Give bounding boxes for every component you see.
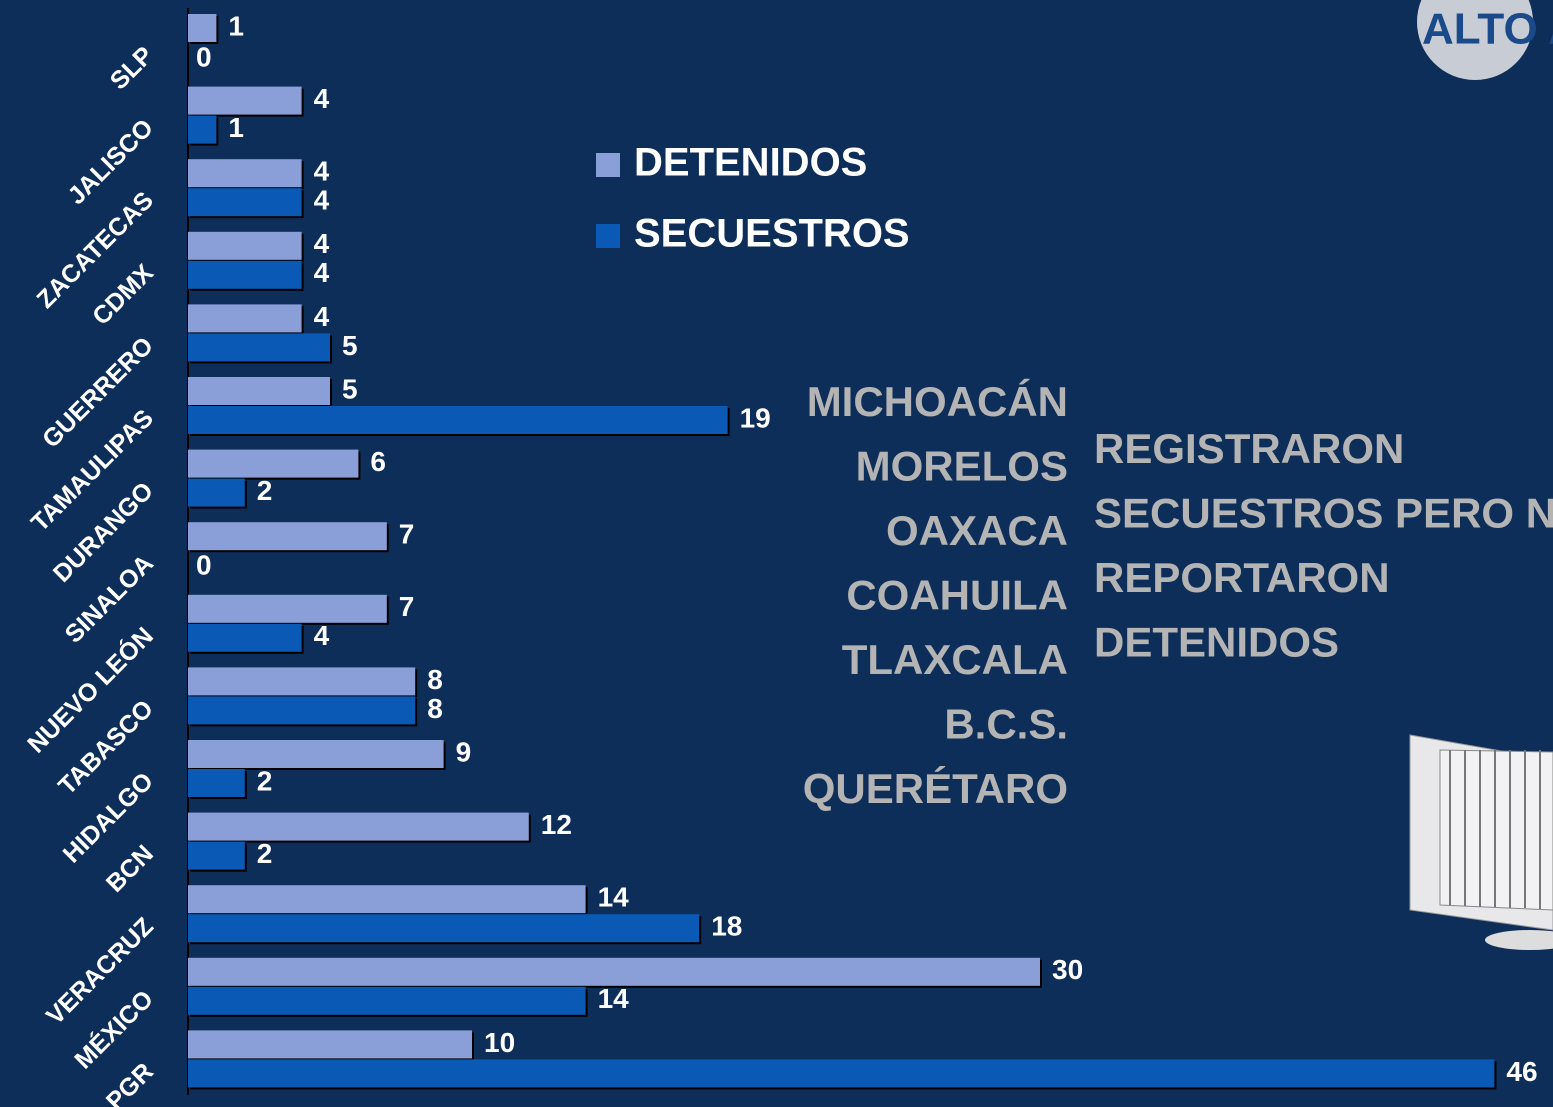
value-label: 4: [314, 156, 330, 187]
annotation-state: TLAXCALA: [842, 636, 1068, 683]
value-label: 4: [314, 185, 330, 216]
annotation-text: REGISTRARON: [1094, 425, 1404, 472]
bar: [188, 841, 245, 870]
bar: [188, 914, 700, 943]
value-label: 6: [370, 446, 386, 477]
value-label: 8: [427, 664, 443, 695]
value-label: 46: [1506, 1056, 1537, 1087]
bar: [188, 740, 444, 768]
value-label: 5: [342, 330, 358, 361]
legend-label: DETENIDOS: [634, 141, 867, 185]
bar: [188, 14, 217, 42]
bar: [188, 623, 302, 652]
annotation-state: MICHOACÁN: [807, 378, 1068, 425]
value-label: 4: [314, 301, 330, 332]
bar: [188, 449, 359, 478]
value-label: 0: [196, 41, 212, 72]
value-label: 7: [399, 591, 415, 622]
legend-label: SECUESTROS: [634, 212, 910, 256]
bar: [188, 478, 245, 507]
annotation-text: DETENIDOS: [1094, 619, 1339, 666]
bar: [188, 986, 586, 1015]
bar: [188, 1059, 1495, 1088]
value-label: 14: [598, 882, 630, 913]
annotation-state: QUERÉTARO: [803, 765, 1068, 812]
bar: [188, 812, 529, 841]
bar: [188, 377, 330, 405]
bar: [188, 115, 217, 144]
annotation-text: SECUESTROS PERO NO: [1094, 490, 1553, 537]
value-label: 7: [399, 519, 415, 550]
bar: [188, 594, 387, 623]
bar: [188, 696, 416, 725]
value-label: 14: [598, 983, 630, 1014]
value-label: 5: [342, 373, 358, 404]
value-label: 19: [740, 402, 771, 433]
bar: [188, 406, 728, 434]
bar: [188, 159, 302, 188]
legend-swatch: [596, 153, 620, 177]
value-label: 30: [1052, 954, 1083, 985]
annotation-state: MORELOS: [856, 443, 1068, 490]
value-label: 1: [228, 10, 244, 41]
value-label: 9: [456, 736, 472, 767]
value-label: 4: [314, 228, 330, 259]
bar: [188, 260, 302, 289]
bar: [188, 1030, 472, 1059]
value-label: 1: [228, 112, 244, 143]
bar: [188, 304, 302, 333]
jail-base: [1485, 930, 1553, 950]
bar: [188, 522, 387, 551]
bar: [188, 333, 330, 362]
logo-text: ALTO A: [1422, 5, 1553, 54]
annotation-text: REPORTARON: [1094, 554, 1390, 601]
jail-icon: [1409, 734, 1553, 950]
value-label: 8: [427, 693, 443, 724]
bar: [188, 231, 302, 260]
value-label: 2: [257, 765, 273, 796]
value-label: 2: [257, 475, 273, 506]
bar: [188, 769, 245, 797]
value-label: 0: [196, 550, 212, 581]
logo: ALTO A: [1417, 0, 1553, 80]
bar: [188, 667, 416, 696]
value-label: 4: [314, 257, 330, 288]
annotation-state: B.C.S.: [944, 701, 1068, 748]
value-label: 10: [484, 1027, 515, 1058]
bar: [188, 188, 302, 217]
logo-circle: [1417, 0, 1533, 80]
value-label: 4: [314, 620, 330, 651]
jail-bars-frame: [1439, 749, 1553, 911]
value-label: 2: [257, 838, 273, 869]
legend-swatch: [596, 224, 620, 248]
jail-bars: [1449, 750, 1541, 909]
annotation-state: COAHUILA: [846, 572, 1068, 619]
value-label: 18: [711, 911, 742, 942]
value-label: 4: [314, 83, 330, 114]
bar: [188, 86, 302, 115]
annotation-state: OAXACA: [886, 507, 1068, 554]
bar: [188, 885, 586, 914]
bar: [188, 957, 1040, 986]
value-label: 12: [541, 809, 572, 840]
